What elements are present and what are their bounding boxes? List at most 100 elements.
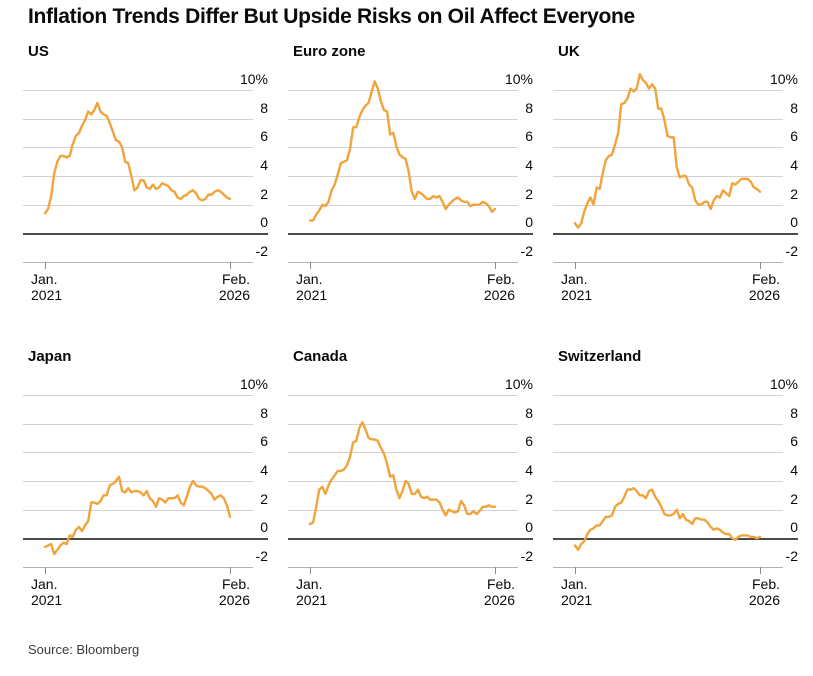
inflation-line-chart <box>573 73 762 229</box>
chart-panel-canada: Canada 10% 8 6 4 2 0 -2 Jan. 2021 Feb. 2026 <box>288 345 533 615</box>
y-axis-label: 0 <box>525 519 533 536</box>
chart-panel-us: US 10% 8 6 4 2 0 -2 Jan. 2021 Feb. 2026 <box>23 40 268 310</box>
gridline <box>288 509 518 511</box>
axis-baseline <box>23 262 253 263</box>
y-axis-label: 2 <box>260 490 268 507</box>
y-axis-label: 0 <box>790 519 798 536</box>
y-axis-label: 8 <box>525 404 533 421</box>
inflation-line-chart <box>308 421 497 526</box>
gridline <box>288 481 518 482</box>
panel-title-euro-zone: Euro zone <box>293 43 366 60</box>
y-axis-label: 6 <box>525 128 533 145</box>
y-axis-label: 10% <box>504 71 533 87</box>
x-axis-label-start: Jan. 2021 <box>31 576 63 608</box>
chart-panel-euro-zone: Euro zone 10% 8 6 4 2 0 -2 Jan. 2021 Feb. 2026 <box>288 40 533 310</box>
x-tick-start <box>45 567 46 574</box>
panel-title-switzerland: Switzerland <box>558 348 642 365</box>
gridline <box>288 395 518 396</box>
gridline <box>553 147 783 149</box>
y-axis-label: 2 <box>525 185 533 202</box>
inflation-line-chart <box>308 80 497 222</box>
y-axis-label: -2 <box>520 548 533 564</box>
x-axis-label-start: Jan. 2021 <box>296 576 328 608</box>
inflation-line-chart <box>573 486 762 552</box>
y-axis-label: 6 <box>790 128 798 145</box>
gridline <box>23 481 253 482</box>
source-note: Source: Bloomberg <box>28 642 140 657</box>
gridline <box>288 423 518 425</box>
x-tick-start <box>575 262 576 269</box>
x-axis-label-end: Feb. 2026 <box>748 271 780 303</box>
y-axis-label: 10% <box>504 376 533 392</box>
axis-baseline <box>288 567 518 568</box>
inflation-line <box>308 421 497 526</box>
panel-title-japan: Japan <box>28 348 72 365</box>
inflation-line <box>43 475 232 556</box>
y-axis-label: 8 <box>525 99 533 116</box>
gridline <box>553 90 783 91</box>
x-tick-end <box>230 567 231 574</box>
chart-title: Inflation Trends Differ But Upside Risks… <box>28 5 635 28</box>
x-axis-label-end: Feb. 2026 <box>748 576 780 608</box>
gridline <box>23 147 253 149</box>
x-tick-end <box>495 262 496 269</box>
x-axis-label-end: Feb. 2026 <box>483 271 515 303</box>
gridline <box>553 481 783 482</box>
inflation-line <box>43 101 232 215</box>
y-axis-label: 0 <box>260 214 268 231</box>
y-axis-label: 2 <box>790 185 798 202</box>
y-axis-label: -2 <box>255 548 268 564</box>
y-axis-label: 0 <box>790 214 798 231</box>
gridline <box>288 147 518 149</box>
x-axis-label-end: Feb. 2026 <box>218 576 250 608</box>
gridline <box>23 452 253 454</box>
y-axis-label: 8 <box>790 99 798 116</box>
y-axis-label: 4 <box>525 462 533 478</box>
zero-line <box>23 538 268 541</box>
y-axis-label: 6 <box>790 433 798 450</box>
y-axis-label: -2 <box>785 548 798 564</box>
x-tick-start <box>310 567 311 574</box>
inflation-line-chart <box>43 475 232 556</box>
panel-title-us: US <box>28 43 49 60</box>
y-axis-label: 10% <box>769 376 798 392</box>
x-axis-label-end: Feb. 2026 <box>483 576 515 608</box>
gridline <box>23 90 253 91</box>
gridline <box>288 204 518 206</box>
chart-panel-uk: UK 10% 8 6 4 2 0 -2 Jan. 2021 Feb. 2026 <box>553 40 798 310</box>
gridline <box>23 118 253 120</box>
x-tick-start <box>45 262 46 269</box>
y-axis-label: 10% <box>769 71 798 87</box>
x-tick-start <box>575 567 576 574</box>
x-axis-label-start: Jan. 2021 <box>296 271 328 303</box>
y-axis-label: 8 <box>790 404 798 421</box>
axis-baseline <box>553 567 783 568</box>
y-axis-label: 2 <box>260 185 268 202</box>
zero-line <box>553 233 798 236</box>
y-axis-label: 6 <box>260 128 268 145</box>
x-tick-start <box>310 262 311 269</box>
x-tick-end <box>495 567 496 574</box>
y-axis-label: -2 <box>520 243 533 259</box>
axis-baseline <box>553 262 783 263</box>
gridline <box>23 204 253 206</box>
x-axis-label-start: Jan. 2021 <box>561 576 593 608</box>
y-axis-label: 8 <box>260 404 268 421</box>
gridline <box>288 176 518 177</box>
gridline <box>553 423 783 425</box>
y-axis-label: 4 <box>790 157 798 173</box>
x-tick-end <box>760 567 761 574</box>
gridline <box>553 118 783 120</box>
gridline <box>553 395 783 396</box>
y-axis-label: 6 <box>525 433 533 450</box>
gridline <box>23 395 253 396</box>
y-axis-label: 10% <box>239 376 268 392</box>
x-tick-end <box>760 262 761 269</box>
zero-line <box>553 538 798 541</box>
chart-panel-switzerland: Switzerland 10% 8 6 4 2 0 -2 Jan. 2021 Feb. 2026 <box>553 345 798 615</box>
x-axis-label-start: Jan. 2021 <box>561 271 593 303</box>
y-axis-label: 0 <box>260 519 268 536</box>
gridline <box>23 509 253 511</box>
axis-baseline <box>23 567 253 568</box>
panel-title-uk: UK <box>558 43 580 60</box>
